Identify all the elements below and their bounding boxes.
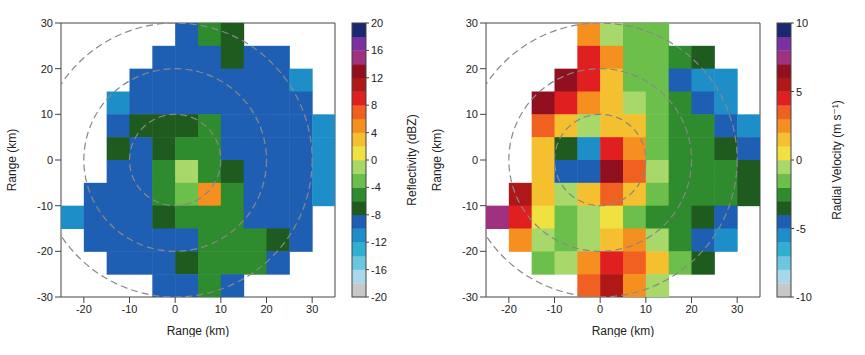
svg-text:4: 4 <box>371 127 377 139</box>
svg-text:16: 16 <box>371 44 383 56</box>
svg-text:-20: -20 <box>462 245 478 257</box>
svg-text:20: 20 <box>466 63 478 75</box>
svg-text:-10: -10 <box>547 303 563 315</box>
svg-text:-4: -4 <box>371 181 381 193</box>
svg-text:20: 20 <box>41 63 53 75</box>
svg-text:Radial Velocity (m s⁻¹): Radial Velocity (m s⁻¹) <box>830 100 844 220</box>
svg-text:10: 10 <box>640 303 652 315</box>
svg-text:5: 5 <box>796 86 802 98</box>
svg-text:-20: -20 <box>37 245 53 257</box>
svg-text:-5: -5 <box>796 223 806 235</box>
svg-text:12: 12 <box>371 72 383 84</box>
svg-text:-30: -30 <box>37 291 53 303</box>
svg-text:-10: -10 <box>122 303 138 315</box>
svg-text:-10: -10 <box>796 291 812 303</box>
svg-text:Range (km): Range (km) <box>167 324 230 337</box>
svg-text:30: 30 <box>466 17 478 29</box>
svg-text:30: 30 <box>306 303 318 315</box>
svg-text:Reflectivity (dBZ): Reflectivity (dBZ) <box>405 114 419 205</box>
svg-text:Range (km): Range (km) <box>6 129 19 192</box>
svg-text:-8: -8 <box>371 209 381 221</box>
svg-text:Range (km): Range (km) <box>431 129 444 192</box>
svg-text:20: 20 <box>685 303 697 315</box>
svg-text:10: 10 <box>796 17 808 29</box>
svg-text:0: 0 <box>47 154 53 166</box>
svg-text:0: 0 <box>172 303 178 315</box>
svg-text:8: 8 <box>371 99 377 111</box>
svg-text:0: 0 <box>371 154 377 166</box>
svg-text:-20: -20 <box>371 291 387 303</box>
svg-text:10: 10 <box>41 108 53 120</box>
svg-text:-20: -20 <box>501 303 517 315</box>
svg-text:0: 0 <box>796 154 802 166</box>
svg-text:-10: -10 <box>37 200 53 212</box>
svg-text:-30: -30 <box>462 291 478 303</box>
svg-text:20: 20 <box>260 303 272 315</box>
svg-text:-16: -16 <box>371 264 387 276</box>
svg-text:0: 0 <box>472 154 478 166</box>
svg-text:20: 20 <box>371 17 383 29</box>
svg-text:30: 30 <box>731 303 743 315</box>
svg-text:0: 0 <box>597 303 603 315</box>
svg-text:-12: -12 <box>371 236 387 248</box>
svg-text:-10: -10 <box>462 200 478 212</box>
svg-text:10: 10 <box>466 108 478 120</box>
svg-text:10: 10 <box>215 303 227 315</box>
svg-text:Range (km): Range (km) <box>592 324 655 337</box>
svg-text:-20: -20 <box>76 303 92 315</box>
svg-text:30: 30 <box>41 17 53 29</box>
